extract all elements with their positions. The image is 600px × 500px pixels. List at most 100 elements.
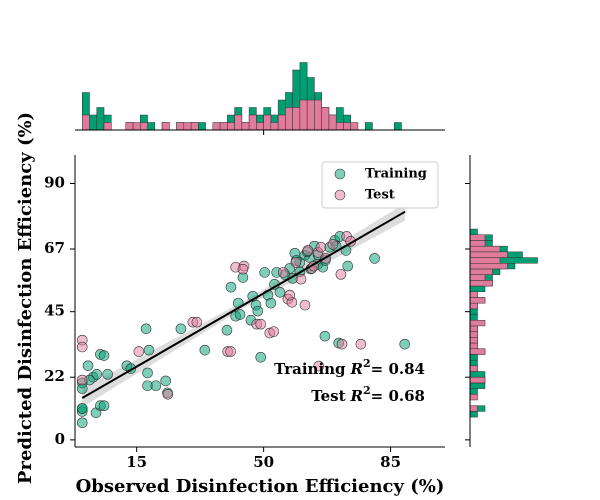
histogram-bar: [469, 314, 478, 321]
histogram-bar: [469, 228, 478, 236]
histogram-bar: [469, 354, 478, 361]
histogram-bar: [256, 122, 264, 131]
y-tick-label: 0: [55, 430, 65, 448]
histogram-bar: [96, 107, 105, 131]
histogram-bar: [270, 122, 279, 131]
scatter-point: [234, 309, 246, 320]
scatter-point: [369, 253, 380, 264]
annotation-symbol: R: [350, 360, 363, 378]
scatter-point: [255, 318, 267, 330]
scatter-point: [82, 360, 94, 372]
scatter-point: [315, 242, 327, 253]
histogram-bar: [469, 337, 478, 344]
histogram-bar: [147, 122, 156, 131]
histogram-bar: [343, 122, 351, 131]
scatter-point: [150, 380, 162, 392]
scatter-point: [191, 316, 203, 328]
scatter-point: [313, 360, 325, 372]
scatter-point: [319, 330, 331, 342]
annotation-suffix: = 0.68: [371, 387, 425, 405]
histogram-bar: [469, 280, 493, 287]
scatter-point: [252, 305, 264, 317]
histogram-bar: [469, 251, 508, 258]
histogram-bar: [469, 411, 478, 418]
scatter-point: [259, 267, 271, 278]
scatter-point: [98, 350, 110, 361]
histogram-bar: [469, 388, 478, 395]
scatter-point: [342, 260, 354, 272]
histogram-bar: [227, 122, 235, 131]
histogram-bar: [248, 114, 257, 131]
histogram-bar: [469, 257, 501, 264]
scatter-point: [399, 338, 411, 350]
histogram-bar: [469, 348, 486, 355]
histogram-bar: [469, 240, 486, 247]
histogram-bar: [132, 122, 141, 131]
histogram-bar: [176, 122, 185, 131]
y-tick-label: 90: [44, 173, 65, 191]
scatter-point: [98, 400, 110, 411]
histogram-bar: [299, 99, 308, 131]
histogram-bar: [82, 114, 90, 131]
histogram-bar: [161, 122, 170, 131]
histogram-bar: [335, 122, 344, 131]
annotation-symbol: R: [350, 387, 363, 405]
scatter-point: [299, 299, 311, 311]
x-tick-label: 85: [380, 453, 401, 471]
scatter-point: [175, 323, 187, 335]
histogram-bar: [190, 122, 199, 131]
histogram-bar: [393, 122, 402, 131]
y-tick-label: 67: [44, 239, 65, 257]
legend-box: [321, 161, 439, 209]
scatter-point: [221, 324, 233, 336]
scatter-point: [265, 297, 277, 309]
histogram-bar: [469, 291, 478, 298]
scatter-point: [237, 263, 249, 275]
histogram-bar: [321, 107, 330, 131]
histogram-bar: [364, 122, 373, 131]
scatter-point: [336, 338, 348, 350]
scatter-point: [274, 287, 286, 298]
legend-label: Training: [365, 167, 427, 182]
scatter-point: [102, 369, 113, 380]
scatter-point: [143, 344, 155, 356]
annotation: Training R2= 0.84: [274, 357, 425, 378]
scatter-point: [335, 269, 347, 280]
histogram-bar: [212, 122, 221, 131]
histogram-bar: [469, 371, 486, 378]
y-tick-label: 22: [44, 367, 65, 385]
histogram-bar: [469, 302, 478, 310]
histogram-bar: [285, 107, 293, 131]
y-axis-label: Predicted Disinfection Efficiency (%): [15, 112, 36, 484]
scatter-point: [76, 403, 88, 414]
histogram-bar: [469, 268, 493, 275]
scatter-point: [142, 367, 153, 379]
x-axis-label: Observed Disinfection Efficiency (%): [76, 476, 445, 497]
histogram-bar: [469, 382, 486, 389]
histogram-bar: [234, 114, 243, 131]
scatter-point: [355, 338, 367, 350]
scatter-point: [76, 374, 88, 386]
histogram-bar: [469, 234, 486, 241]
scatter-point: [91, 369, 103, 380]
scatter-point: [133, 346, 145, 357]
scatter-point: [284, 289, 296, 301]
histogram-bar: [306, 99, 315, 131]
histogram-bar: [241, 122, 250, 131]
histogram-bar: [469, 365, 478, 372]
histogram-bar: [314, 99, 322, 131]
histogram-bar: [292, 107, 301, 131]
x-tick-label: 50: [253, 453, 274, 471]
annotation-prefix: Training: [274, 360, 346, 378]
scatter-point: [255, 351, 267, 363]
histogram-bar: [469, 331, 478, 338]
histogram-bar: [469, 297, 486, 304]
histogram-bar: [469, 308, 478, 315]
scatter-point: [162, 388, 174, 400]
scatter-point: [327, 239, 339, 250]
annotation: Test R2= 0.68: [311, 384, 425, 405]
annotation-prefix: Test: [311, 387, 345, 405]
scatter-point: [290, 257, 302, 268]
scatter-point: [140, 323, 152, 335]
annotation-superscript: 2: [363, 384, 371, 397]
